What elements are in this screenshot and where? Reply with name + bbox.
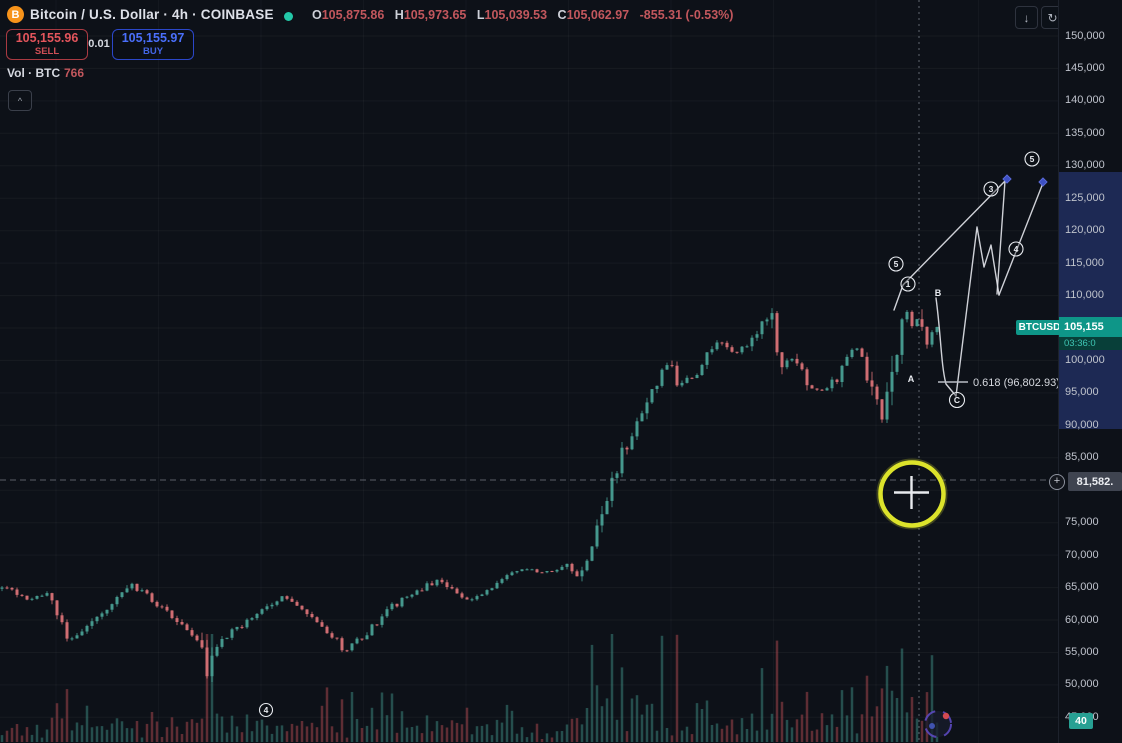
price-axis-label: 60,000 bbox=[1065, 614, 1099, 626]
change-value: -855.31 (-0.53%) bbox=[639, 8, 734, 22]
volume-indicator-label[interactable]: Vol · BTC bbox=[7, 66, 61, 80]
price-axis-label: 85,000 bbox=[1065, 451, 1099, 463]
sell-price: 105,155.96 bbox=[15, 30, 79, 45]
price-axis-label: 90,000 bbox=[1065, 419, 1099, 431]
sell-button[interactable]: 105,155.96 SELL bbox=[6, 29, 88, 60]
bar-countdown: 03:36:0 bbox=[1059, 337, 1122, 350]
scroll-to-recent-button[interactable]: ↓ bbox=[1015, 6, 1038, 29]
chevron-up-icon: ^ bbox=[17, 95, 23, 106]
price-axis-label: 150,000 bbox=[1065, 30, 1105, 42]
price-axis-label: 145,000 bbox=[1065, 62, 1105, 74]
price-axis-label: 95,000 bbox=[1065, 386, 1099, 398]
low-label: L bbox=[476, 8, 485, 22]
bitcoin-logo-icon: B bbox=[7, 6, 24, 23]
buy-button[interactable]: 105,155.97 BUY bbox=[112, 29, 194, 60]
wave-label: A bbox=[908, 374, 915, 384]
wave-label: 5 bbox=[894, 259, 899, 269]
download-arrow-icon: ↓ bbox=[1023, 10, 1030, 25]
projection-range-band bbox=[1059, 172, 1122, 429]
price-axis-label: 115,000 bbox=[1065, 257, 1104, 269]
wave-label: 5 bbox=[1030, 154, 1035, 164]
price-axis-label: 110,000 bbox=[1065, 289, 1104, 301]
volume-indicator-value: 766 bbox=[64, 66, 85, 80]
wave-label: 1 bbox=[906, 279, 911, 289]
grid-lines bbox=[0, 35, 1058, 718]
reset-view-icon: ↻ bbox=[1047, 10, 1058, 25]
add-alert-plus-icon[interactable]: + bbox=[1049, 474, 1065, 490]
price-axis-label: 50,000 bbox=[1065, 678, 1099, 690]
candlesticks bbox=[0, 308, 939, 682]
crosshair-price-label: 81,582. bbox=[1068, 472, 1122, 491]
wave-label: B bbox=[935, 288, 942, 298]
buy-label: BUY bbox=[142, 45, 164, 57]
symbol-badge: BTCUSD bbox=[1016, 320, 1063, 335]
high-value: 105,973.65 bbox=[403, 8, 467, 22]
open-value: 105,875.86 bbox=[321, 8, 385, 22]
price-axis-label: 125,000 bbox=[1065, 192, 1105, 204]
open-label: O bbox=[312, 8, 322, 22]
price-axis-label: 120,000 bbox=[1065, 224, 1105, 236]
high-label: H bbox=[394, 8, 404, 22]
wave-label: 3 bbox=[989, 184, 994, 194]
wave-label: C bbox=[954, 395, 960, 405]
price-axis-label: 130,000 bbox=[1065, 159, 1105, 171]
price-axis-label: 140,000 bbox=[1065, 94, 1105, 106]
volume-bars bbox=[0, 634, 939, 742]
price-axis-label: 65,000 bbox=[1065, 581, 1099, 593]
buy-price: 105,155.97 bbox=[121, 30, 185, 45]
close-value: 105,062.97 bbox=[566, 8, 630, 22]
sell-label: SELL bbox=[34, 45, 60, 57]
wave-label: 4 bbox=[1014, 244, 1019, 254]
collapse-pane-button[interactable]: ^ bbox=[8, 90, 32, 111]
price-axis-label: 100,000 bbox=[1065, 354, 1105, 366]
price-axis-label: 55,000 bbox=[1065, 646, 1099, 658]
price-axis-label: 135,000 bbox=[1065, 127, 1105, 139]
price-axis-label: 75,000 bbox=[1065, 516, 1099, 528]
price-axis-label: 70,000 bbox=[1065, 549, 1099, 561]
price-axis[interactable]: 150,000 145,000 140,000 135,000 130,000 125,0… bbox=[1058, 0, 1122, 743]
last-price-label: 105,155 bbox=[1059, 317, 1122, 337]
spread-value: 0.01 bbox=[88, 38, 110, 50]
watermark-bubble bbox=[924, 710, 952, 738]
fib-level-label: 0.618 (96,802.93) bbox=[973, 377, 1058, 389]
low-value: 105,039.53 bbox=[484, 8, 548, 22]
market-open-dot-icon bbox=[284, 12, 293, 21]
close-label: C bbox=[557, 8, 567, 22]
symbol-title[interactable]: Bitcoin / U.S. Dollar · 4h · COINBASE bbox=[30, 7, 274, 22]
wave-label: 4 bbox=[264, 705, 269, 715]
ohlc-readout: O105,875.86 H105,973.65 L105,039.53 C105… bbox=[312, 8, 733, 22]
volume-axis-badge: 40 bbox=[1069, 713, 1093, 729]
cursor-highlight-circle bbox=[878, 460, 946, 528]
